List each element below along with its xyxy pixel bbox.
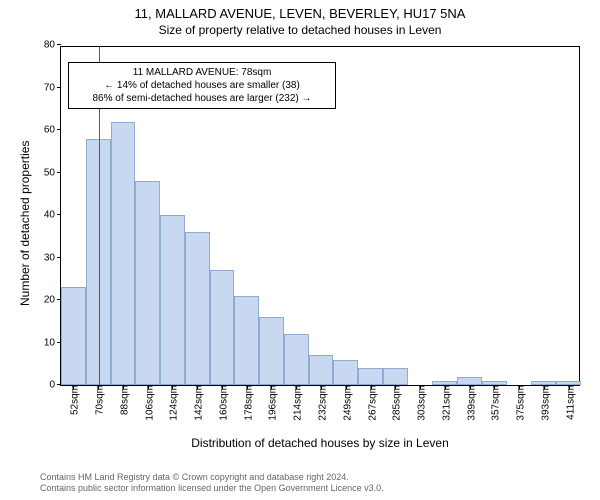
annotation-box: 11 MALLARD AVENUE: 78sqm ← 14% of detach… [68,62,336,109]
histogram-bar [284,334,309,385]
x-tick-label: 232sqm [314,385,329,421]
y-tick-mark [57,172,61,173]
y-tick-mark [57,129,61,130]
x-tick-label: 142sqm [190,385,205,421]
annotation-line-1: 11 MALLARD AVENUE: 78sqm [75,66,329,79]
histogram-bar [160,215,185,385]
x-tick-label: 70sqm [91,385,106,415]
x-tick-label: 285sqm [388,385,403,421]
y-tick-label: 70 [44,82,61,93]
y-tick-label: 20 [44,295,61,306]
histogram-bar [333,360,358,386]
annotation-line-3: 86% of semi-detached houses are larger (… [75,92,329,105]
y-tick-label: 80 [44,40,61,51]
y-axis-label: Number of detached properties [18,141,32,306]
annotation-line-2: ← 14% of detached houses are smaller (38… [75,79,329,92]
histogram-bar [358,368,383,385]
y-tick-label: 60 [44,125,61,136]
histogram-bar [185,232,210,385]
y-tick-mark [57,257,61,258]
x-tick-label: 339sqm [462,385,477,421]
y-tick-label: 0 [49,380,61,391]
x-tick-label: 375sqm [512,385,527,421]
x-tick-label: 249sqm [338,385,353,421]
footer-line-1: Contains HM Land Registry data © Crown c… [40,472,590,483]
y-tick-label: 30 [44,252,61,263]
histogram-bar [210,270,235,385]
x-tick-label: 267sqm [363,385,378,421]
x-tick-label: 52sqm [66,385,81,415]
histogram-bar [111,122,136,386]
x-tick-label: 357sqm [487,385,502,421]
x-tick-label: 178sqm [239,385,254,421]
x-tick-label: 303sqm [413,385,428,421]
x-tick-label: 411sqm [561,385,576,420]
x-tick-label: 106sqm [140,385,155,421]
x-axis-label: Distribution of detached houses by size … [60,436,580,450]
y-tick-label: 50 [44,167,61,178]
x-tick-label: 214sqm [289,385,304,421]
x-tick-label: 124sqm [165,385,180,421]
histogram-bar [259,317,284,385]
histogram-bar [383,368,408,385]
x-tick-label: 160sqm [214,385,229,421]
y-tick-mark [57,44,61,45]
x-tick-label: 88sqm [115,385,130,415]
histogram-bar [234,296,259,385]
histogram-bar [135,181,160,385]
x-tick-label: 196sqm [264,385,279,421]
y-tick-mark [57,214,61,215]
histogram-bar [457,377,482,386]
y-tick-label: 10 [44,337,61,348]
footer-line-2: Contains public sector information licen… [40,483,590,494]
x-tick-label: 321sqm [437,385,452,421]
histogram-bar [61,287,86,385]
chart-title-sub: Size of property relative to detached ho… [0,21,600,37]
y-tick-mark [57,87,61,88]
footer-attribution: Contains HM Land Registry data © Crown c… [40,472,590,494]
chart-title-main: 11, MALLARD AVENUE, LEVEN, BEVERLEY, HU1… [0,0,600,21]
histogram-bar [309,355,334,385]
y-tick-label: 40 [44,210,61,221]
x-tick-label: 393sqm [536,385,551,421]
